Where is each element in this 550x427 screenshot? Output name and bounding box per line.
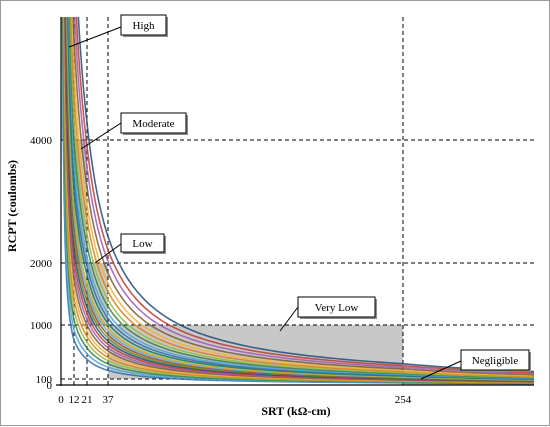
callout-leader	[279, 306, 299, 332]
callout-leader	[68, 26, 122, 48]
x-tick-label: 37	[103, 394, 115, 406]
curve-10	[65, 17, 534, 382]
callout-label-very-low: Very Low	[315, 302, 359, 314]
curve-19	[69, 17, 534, 378]
curve-13	[66, 17, 534, 381]
callout-leader	[94, 243, 122, 264]
callout-label-low: Low	[132, 238, 152, 250]
x-tick-label: 12	[69, 394, 80, 406]
x-tick-label: 21	[82, 394, 93, 406]
curve-14	[66, 17, 534, 381]
x-axis-label: SRT (kΩ-cm)	[261, 404, 330, 418]
callout-box	[120, 233, 165, 253]
curve-15	[67, 17, 534, 381]
curve-21	[71, 17, 534, 377]
callout-box	[297, 296, 376, 318]
axes	[56, 17, 534, 386]
rating-regions	[61, 17, 534, 385]
callout-box	[460, 349, 530, 371]
curve-17	[68, 17, 534, 380]
curve-9	[64, 17, 534, 383]
callout-box	[120, 112, 187, 134]
curve-25	[77, 17, 534, 373]
y-tick-label: 2000	[30, 258, 53, 270]
callout-label-high: High	[133, 20, 156, 32]
x-tick-label: 254	[395, 394, 412, 406]
callout-box	[120, 14, 167, 36]
y-tick-label: 1000	[30, 320, 53, 332]
callout-label-negligible: Negligible	[472, 355, 519, 367]
callout-leader	[80, 122, 122, 150]
curve-16	[67, 17, 534, 380]
y-tick-label: 0	[47, 380, 53, 392]
y-tick-label: 4000	[30, 135, 53, 147]
y-tick-label: 100	[36, 374, 53, 386]
curve-18	[68, 17, 534, 379]
x-tick-labels: 0 12 21 37 254	[58, 394, 412, 406]
data-curves	[61, 17, 534, 385]
callout-leader	[420, 360, 462, 380]
callout-label-moderate: Moderate	[132, 118, 174, 130]
region-callouts: High Moderate Low Very Low Negligible	[68, 14, 531, 380]
x-tick-label: 0	[58, 394, 64, 406]
curve-24	[75, 17, 534, 374]
curve-11	[65, 17, 534, 382]
curve-12	[65, 17, 534, 382]
y-axis-label: RCPT (coulombs)	[5, 160, 19, 252]
curve-22	[72, 17, 534, 376]
curve-20	[70, 17, 534, 378]
curve-23	[73, 17, 534, 375]
